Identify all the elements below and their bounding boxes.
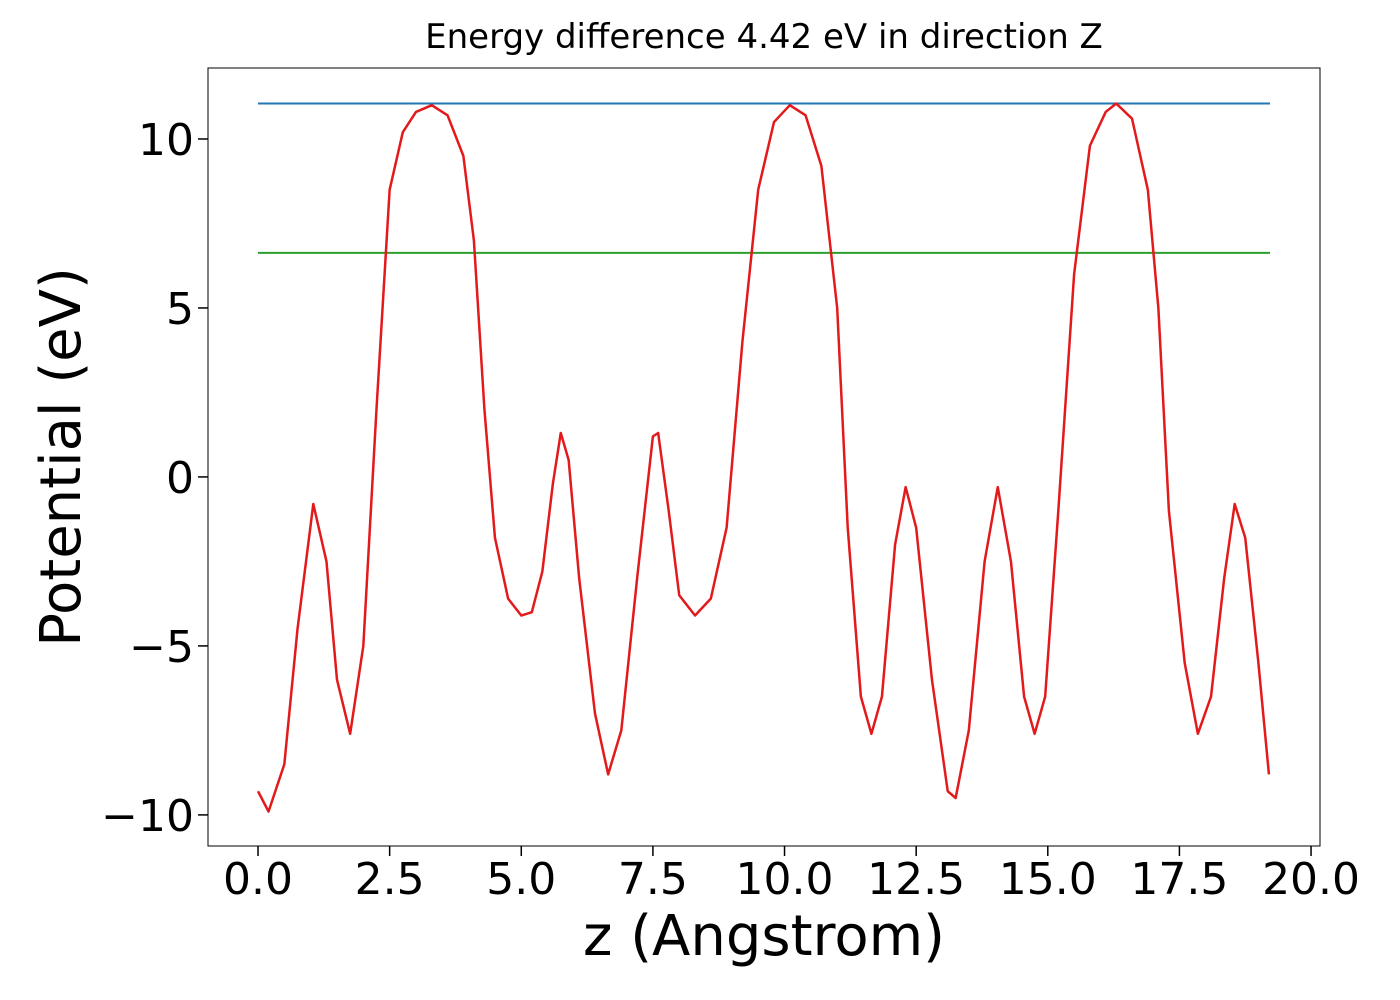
x-tick-label: 12.5 [867,854,965,905]
x-tick-label: 0.0 [223,854,293,905]
y-tick-label: 0 [166,453,194,504]
x-tick-label: 10.0 [736,854,834,905]
x-tick-label: 2.5 [355,854,425,905]
x-tick-label: 5.0 [486,854,556,905]
y-tick-label: 10 [138,115,194,166]
y-tick-label: −10 [101,791,194,842]
y-tick-label: 5 [166,284,194,335]
y-axis-label: Potential (eV) [29,267,94,647]
x-axis-label: z (Angstrom) [583,904,945,969]
data-line [256,102,1271,813]
x-tick-label: 15.0 [999,854,1097,905]
x-tick-label: 7.5 [618,854,688,905]
x-tick-label: 20.0 [1262,854,1360,905]
x-tick-label: 17.5 [1130,854,1228,905]
plot-frame [207,67,1321,847]
chart-title: Energy difference 4.42 eV in direction Z [425,17,1103,57]
y-tick-label: −5 [129,622,194,673]
